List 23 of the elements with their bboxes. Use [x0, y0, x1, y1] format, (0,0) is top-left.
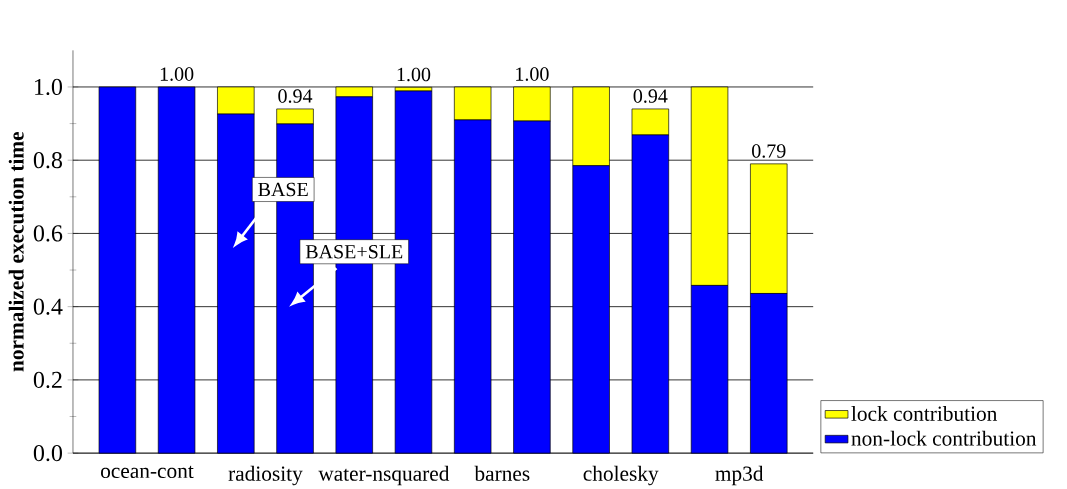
x-tick-label: barnes	[474, 465, 530, 481]
y-tick-label: 0.4	[33, 298, 63, 315]
annotation: BASE+SLE	[305, 244, 403, 259]
total-label: 0.79	[752, 144, 786, 158]
total-label: 0.94	[278, 89, 313, 103]
legend-label: lock contribution	[851, 405, 998, 421]
x-tick-label: cholesky	[583, 465, 659, 486]
total-label: 1.00	[516, 67, 549, 81]
x-tick-label: mp3d	[715, 465, 764, 486]
y-tick-label: 0.8	[33, 151, 62, 169]
y-tick-label: 0.6	[33, 225, 63, 242]
x-tick-label: ocean-cont	[101, 465, 194, 478]
total-label: 1.00	[397, 67, 431, 82]
total-label: 1.00	[160, 67, 194, 81]
y-tick-label: 0.2	[33, 371, 62, 388]
x-tick-label: water-nsquared	[318, 465, 450, 486]
y-tick-label: 1.0	[35, 78, 62, 96]
annotation: BASE	[258, 182, 308, 197]
y-axis-title: normalized execution time	[8, 131, 24, 372]
x-tick-label: radiosity	[228, 465, 303, 486]
total-label: 0.94	[633, 89, 668, 103]
y-tick-label: 0.0	[33, 444, 62, 462]
legend-label: non-lock contribution	[851, 430, 1037, 446]
